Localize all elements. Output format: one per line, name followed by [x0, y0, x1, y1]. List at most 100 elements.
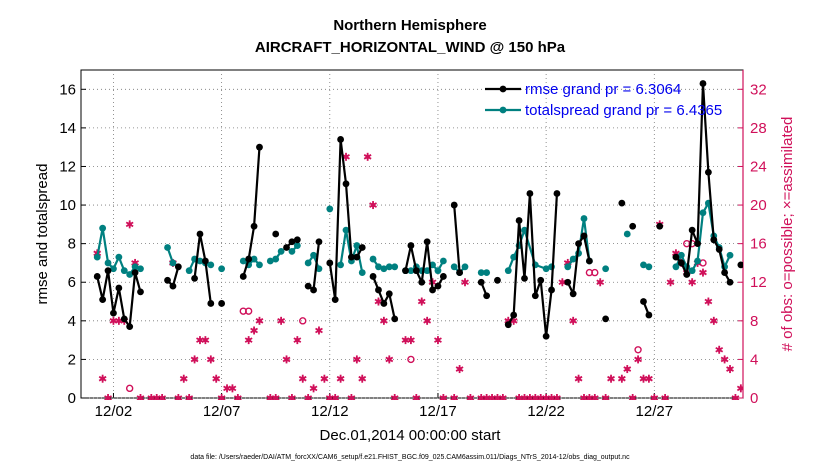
totalspread-point — [726, 251, 734, 259]
asterisk-core — [776, 357, 780, 361]
obs-assimilated-point — [764, 346, 771, 354]
asterisk-core — [305, 395, 311, 400]
rmse-point — [429, 286, 436, 294]
totalspread-point — [461, 263, 469, 271]
obs-assimilated-point — [720, 355, 729, 364]
asterisk-stroke — [742, 385, 743, 388]
asterisk-core — [598, 280, 603, 285]
obs-assimilated-point — [650, 394, 659, 400]
asterisk-core — [219, 395, 224, 400]
obs-assimilated-point — [379, 316, 388, 325]
rmse-point — [580, 232, 588, 240]
asterisk-core — [268, 395, 273, 400]
asterisk-core — [592, 395, 598, 400]
obs-assimilated-point — [309, 384, 318, 393]
asterisk-core — [327, 395, 332, 400]
totalspread-point — [564, 263, 572, 271]
rmse-point — [412, 267, 420, 275]
totalspread-point — [699, 209, 707, 217]
rmse-point — [164, 276, 171, 284]
asterisk-core — [787, 396, 791, 400]
asterisk-core — [381, 318, 387, 324]
asterisk-stroke — [742, 389, 743, 391]
asterisk-core — [311, 386, 316, 391]
totalspread-point — [326, 205, 334, 213]
totalspread-point — [185, 267, 193, 275]
totalspread-point — [677, 251, 685, 259]
totalspread-point — [277, 247, 285, 255]
totalspread-point — [337, 261, 345, 269]
rmse-line — [453, 204, 461, 273]
totalspread-point — [375, 263, 382, 271]
rmse-point — [618, 199, 626, 207]
asterisk-core — [387, 357, 392, 362]
rmse-point — [375, 286, 382, 294]
totalspread-point — [126, 271, 134, 278]
rmse-line — [372, 276, 396, 320]
rmse-point — [93, 273, 101, 280]
asterisk-core — [111, 318, 116, 324]
totalspread-point — [770, 275, 777, 282]
rmse-point — [250, 222, 258, 230]
asterisk-stroke — [770, 348, 777, 352]
y-left-tick-label: 2 — [68, 351, 76, 368]
rmse-point — [575, 240, 582, 248]
asterisk-core — [793, 396, 797, 400]
asterisk-core — [587, 395, 592, 400]
rmse-point — [721, 269, 729, 276]
rmse-point — [542, 332, 550, 340]
asterisk-core — [273, 395, 278, 400]
obs-assimilated-point — [196, 336, 204, 345]
asterisk-core — [538, 395, 543, 400]
totalspread-point — [310, 251, 317, 259]
totalspread-point — [99, 224, 107, 232]
plot-frame — [80, 69, 744, 399]
legend-spread-label: totalspread grand pr = 6.4365 — [525, 102, 722, 119]
obs-possible-point — [299, 317, 307, 325]
obs-assimilated-point — [423, 316, 432, 325]
obs-assimilated-point — [255, 316, 264, 325]
x-tick-label: 12/27 — [636, 403, 674, 420]
asterisk-stroke — [764, 348, 771, 352]
obs-assimilated-point — [439, 394, 448, 400]
rmse-point — [418, 278, 426, 286]
asterisk-core — [441, 395, 446, 400]
asterisk-core — [744, 386, 748, 390]
asterisk-core — [127, 222, 132, 227]
obs-assimilated-point — [607, 374, 615, 383]
obs-assimilated-point — [596, 278, 605, 287]
obs-assimilated-point — [358, 374, 367, 383]
asterisk-core — [435, 337, 441, 343]
rmse-point — [369, 273, 377, 280]
plot-area: 12/02 12/07 12/12 12/17 12/22 12/270246810121… — [59, 69, 797, 420]
totalspread-point — [569, 255, 577, 263]
totalspread-point — [353, 242, 361, 249]
totalspread-point — [164, 244, 171, 251]
obs-assimilated-point — [450, 394, 459, 400]
totalspread-point — [694, 257, 701, 265]
y-right-tick-label: 24 — [750, 158, 767, 175]
asterisk-core — [181, 376, 186, 381]
asterisk-core — [560, 280, 565, 285]
totalspread-point — [672, 263, 680, 271]
rmse-point — [174, 263, 182, 271]
y-right-tick-label: 8 — [750, 313, 758, 330]
totalspread-point — [542, 265, 550, 273]
asterisk-core — [760, 309, 764, 313]
rmse-line — [507, 192, 559, 338]
rmse-point — [770, 271, 777, 278]
rmse-point — [537, 276, 545, 284]
asterisk-core — [214, 376, 219, 381]
asterisk-core — [641, 376, 646, 381]
obs-assimilated-point — [212, 374, 221, 383]
totalspread-point — [483, 269, 491, 276]
rmse-point — [99, 296, 107, 303]
obs-assimilated-point — [228, 384, 237, 393]
totalspread-point — [450, 263, 458, 271]
obs-assimilated-point — [347, 394, 356, 400]
y-left-tick-label: 14 — [59, 120, 76, 137]
totalspread-point — [207, 261, 215, 269]
asterisk-core — [278, 318, 284, 324]
asterisk-core — [322, 376, 327, 381]
rmse-point — [759, 292, 766, 299]
